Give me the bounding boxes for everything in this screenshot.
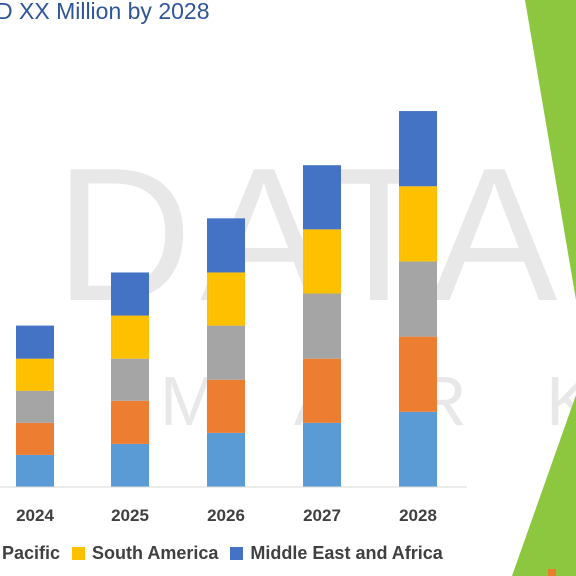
legend-swatch-middle-east-africa <box>230 547 244 560</box>
chart-title: D XX Million by 2028 <box>0 0 210 24</box>
legend: ia Pacific South America Middle East and… <box>0 543 455 564</box>
x-tick-label-2024: 2024 <box>16 506 54 525</box>
legend-label-partial: ia Pacific <box>0 543 61 563</box>
bars-group <box>16 111 437 487</box>
bar-segment-2027-series-2 <box>303 358 341 423</box>
bar-segment-2025-series-3 <box>111 358 149 401</box>
bar-segment-2028-series-1 <box>399 411 437 487</box>
legend-item-south-america: South America <box>72 543 218 564</box>
bar-segment-2026-series-1 <box>207 432 245 487</box>
bar-segment-2027-series-1 <box>303 422 341 487</box>
bar-segment-2028-series-5 <box>399 111 437 187</box>
bar-segment-2026-series-4 <box>207 272 245 326</box>
legend-item-middle-east-africa: Middle East and Africa <box>230 543 443 564</box>
bar-segment-2027-series-4 <box>303 229 341 294</box>
bar-segment-2025-series-2 <box>111 400 149 444</box>
x-axis-ticks: 2024 2025 2026 2027 2028 <box>16 506 437 525</box>
bar-segment-2024-series-4 <box>16 358 54 391</box>
x-tick-label-2027: 2027 <box>303 506 341 525</box>
green-accent-shape-bottom <box>512 395 576 576</box>
bar-segment-2028-series-4 <box>399 186 437 262</box>
bar-segment-2027-series-5 <box>303 165 341 230</box>
legend-item-partial: ia Pacific <box>0 543 60 564</box>
legend-label-south-america: South America <box>92 543 219 563</box>
orange-accent <box>548 569 556 576</box>
x-tick-label-2025: 2025 <box>111 506 149 525</box>
green-accent-shape <box>525 0 576 300</box>
legend-label-middle-east-africa: Middle East and Africa <box>250 543 443 563</box>
x-tick-label-2028: 2028 <box>399 506 437 525</box>
bar-segment-2024-series-2 <box>16 422 54 455</box>
bar-segment-2027-series-3 <box>303 293 341 359</box>
bar-segment-2025-series-1 <box>111 443 149 487</box>
bar-segment-2025-series-5 <box>111 272 149 316</box>
x-tick-label-2026: 2026 <box>207 506 245 525</box>
legend-swatch-south-america <box>72 547 86 560</box>
bar-segment-2028-series-2 <box>399 336 437 412</box>
bar-segment-2028-series-3 <box>399 261 437 337</box>
bar-segment-2026-series-3 <box>207 325 245 380</box>
bar-segment-2025-series-4 <box>111 315 149 359</box>
bar-segment-2024-series-1 <box>16 454 54 487</box>
bar-segment-2024-series-5 <box>16 325 54 359</box>
bar-segment-2024-series-3 <box>16 390 54 423</box>
bar-segment-2026-series-5 <box>207 218 245 273</box>
bar-segment-2026-series-2 <box>207 379 245 433</box>
